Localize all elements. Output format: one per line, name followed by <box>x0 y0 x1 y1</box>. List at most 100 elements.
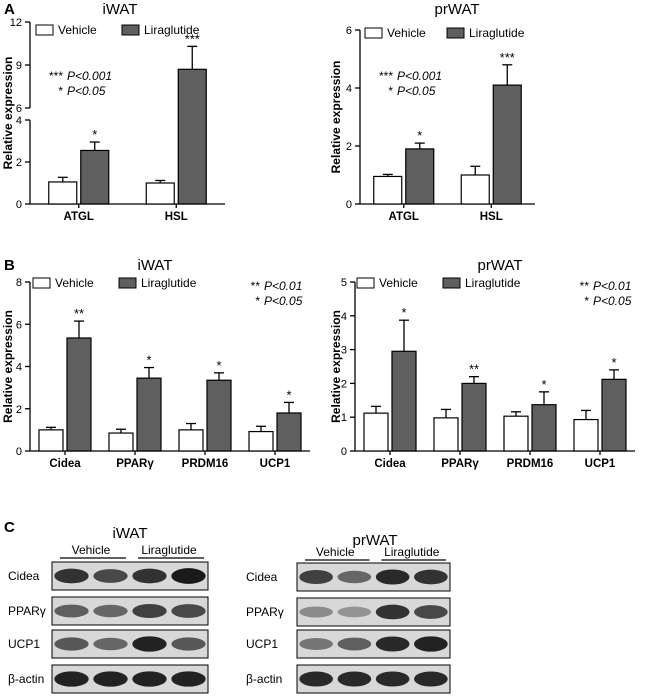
blot-band <box>93 671 128 687</box>
y-tick-label: 0 <box>16 199 22 211</box>
panel-label-A: A <box>4 1 15 18</box>
annotation-stars: * <box>255 294 260 308</box>
bar-liraglutide-1 <box>492 84 522 205</box>
blot-band <box>93 637 128 651</box>
blot-row-label: UCP1 <box>8 637 40 651</box>
blot-band <box>132 636 167 652</box>
x-tick-label: PRDM16 <box>507 458 554 470</box>
x-tick-label: UCP1 <box>585 458 616 470</box>
annotation-pvalue: P<0.05 <box>264 294 303 308</box>
significance-label: * <box>541 377 546 392</box>
blot-band <box>337 637 372 651</box>
y-tick-label: 0 <box>346 199 352 211</box>
blot-band <box>299 638 333 650</box>
legend-swatch-liraglutide <box>442 277 461 289</box>
blot-band <box>54 604 89 618</box>
chart-B-prwat: prWAT Vehicle Liraglutide 0 1 2 3 4 5 Relative ex… <box>329 257 635 470</box>
blot-band <box>299 606 333 618</box>
y-tick-label: 6 <box>16 319 22 331</box>
panel-label-B: B <box>4 257 15 274</box>
x-tick-label: HSL <box>165 211 188 223</box>
panel-label-C: C <box>4 519 15 536</box>
y-tick-label: 1 <box>341 412 347 424</box>
legend-label-vehicle: Vehicle <box>58 23 97 37</box>
chart-A-prwat: prWAT Vehicle Liraglutide 0 2 4 6 Relative expr… <box>329 1 535 223</box>
blot-band <box>54 568 89 584</box>
blot-title: iWAT <box>113 525 148 542</box>
bar-liraglutide-0 <box>66 337 92 452</box>
blot-row-label: UCP1 <box>246 637 278 651</box>
x-tick-label: PRDM16 <box>182 458 229 470</box>
blot-band <box>375 671 410 687</box>
y-tick-label: 4 <box>346 83 352 95</box>
significance-label: * <box>216 358 221 373</box>
blot-band <box>299 671 333 687</box>
bar-liraglutide-3 <box>601 378 627 452</box>
blot-group-label: Vehicle <box>316 545 355 559</box>
legend-swatch-liraglutide <box>118 277 137 289</box>
significance-label: * <box>286 387 291 402</box>
bar-liraglutide-1 <box>177 68 207 205</box>
bar-liraglutide-2 <box>206 379 232 452</box>
blot-band <box>299 569 333 585</box>
blot-band <box>171 568 206 584</box>
annotation-stars: * <box>58 84 63 98</box>
bar-vehicle-2 <box>178 429 204 452</box>
bar-liraglutide-3 <box>276 412 302 452</box>
blot-band <box>171 604 206 618</box>
annotation-stars: * <box>584 294 589 308</box>
bar-vehicle-0 <box>48 181 78 205</box>
annotation-stars: *** <box>49 69 63 83</box>
blot-band <box>132 603 167 619</box>
bar-vehicle-2 <box>503 415 529 452</box>
blot-band <box>375 636 410 652</box>
bar-liraglutide-2 <box>531 404 557 452</box>
legend-label-vehicle: Vehicle <box>55 276 94 290</box>
significance-label: *** <box>185 31 200 46</box>
annotation-pvalue: P<0.01 <box>593 279 631 293</box>
blot-band <box>337 570 372 584</box>
bar-vehicle-1 <box>433 417 459 452</box>
blot-band <box>54 671 89 687</box>
y-axis-label: Relative expression <box>329 61 343 174</box>
y-tick-label: 4 <box>341 311 347 323</box>
blot-band <box>132 568 167 584</box>
blot-band <box>414 605 448 619</box>
x-tick-label: ATGL <box>64 211 94 223</box>
chart-A-iwat: iWAT Vehicle Liraglutide 0 2 46 9 12 Relative ex… <box>1 1 225 223</box>
y-tick-label: 0 <box>16 446 22 458</box>
blot-band <box>337 606 372 618</box>
blot-band <box>171 637 206 651</box>
y-tick-label: 2 <box>16 404 22 416</box>
x-tick-label: ATGL <box>389 211 419 223</box>
x-tick-label: UCP1 <box>260 458 291 470</box>
blot-band <box>93 604 128 618</box>
annotation-stars: *** <box>379 69 393 83</box>
x-tick-label: PPARγ <box>116 458 154 470</box>
annotation-pvalue: P<0.05 <box>67 84 106 98</box>
blot-row-label: β-actin <box>246 672 282 686</box>
y-axis-label: Relative expression <box>1 57 15 170</box>
blot-band <box>93 569 128 583</box>
y-tick-label: 2 <box>16 157 22 169</box>
bar-vehicle-0 <box>38 429 64 452</box>
blot-band <box>375 604 410 620</box>
bar-liraglutide-0 <box>80 149 110 205</box>
y-tick-label: 2 <box>346 141 352 153</box>
y-tick-label: 0 <box>341 446 347 458</box>
blot-band <box>171 671 206 687</box>
legend-swatch-vehicle <box>356 277 375 289</box>
legend-label-vehicle: Vehicle <box>387 26 426 40</box>
y-tick-label: 6 <box>346 25 352 37</box>
x-tick-label: Cidea <box>374 458 406 470</box>
annotation-stars: ** <box>580 279 590 293</box>
legend-swatch-vehicle <box>32 277 51 289</box>
annotation-pvalue: P<0.001 <box>397 69 442 83</box>
blot-band <box>132 671 167 687</box>
bar-liraglutide-0 <box>405 148 435 205</box>
legend-swatch-liraglutide <box>121 24 140 36</box>
y-tick-label: 6 <box>16 103 22 115</box>
blot-strip <box>51 596 209 626</box>
legend-label-liraglutide: Liraglutide <box>465 276 521 290</box>
significance-label: * <box>146 353 151 368</box>
